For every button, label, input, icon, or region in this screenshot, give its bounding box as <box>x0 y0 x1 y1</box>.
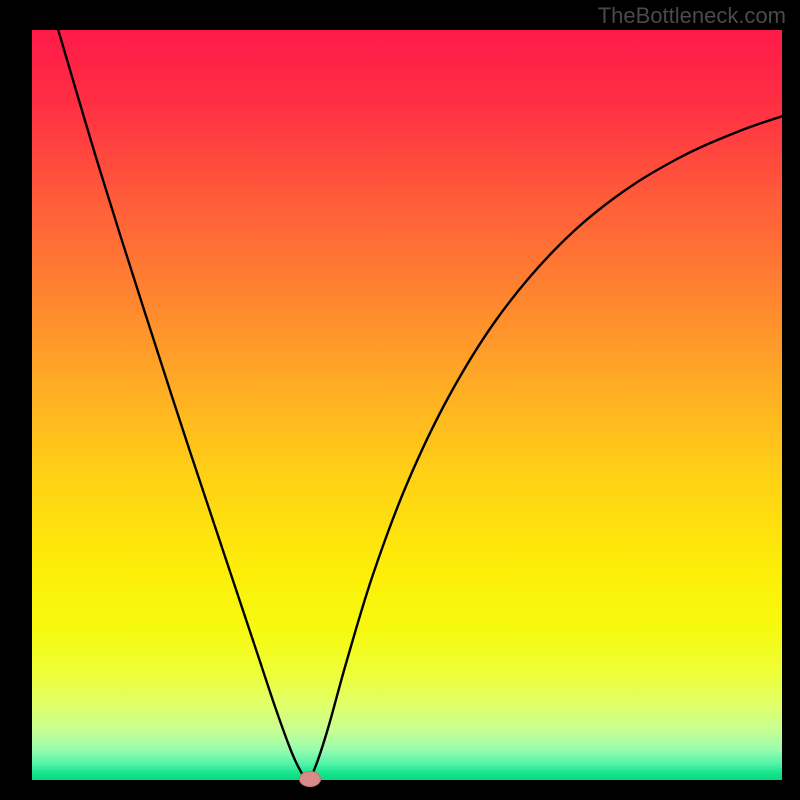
plot-area <box>32 30 782 780</box>
chart-frame: TheBottleneck.com <box>0 0 800 800</box>
bottleneck-curve <box>32 30 782 780</box>
watermark-text: TheBottleneck.com <box>598 3 786 29</box>
minimum-marker <box>299 771 321 787</box>
